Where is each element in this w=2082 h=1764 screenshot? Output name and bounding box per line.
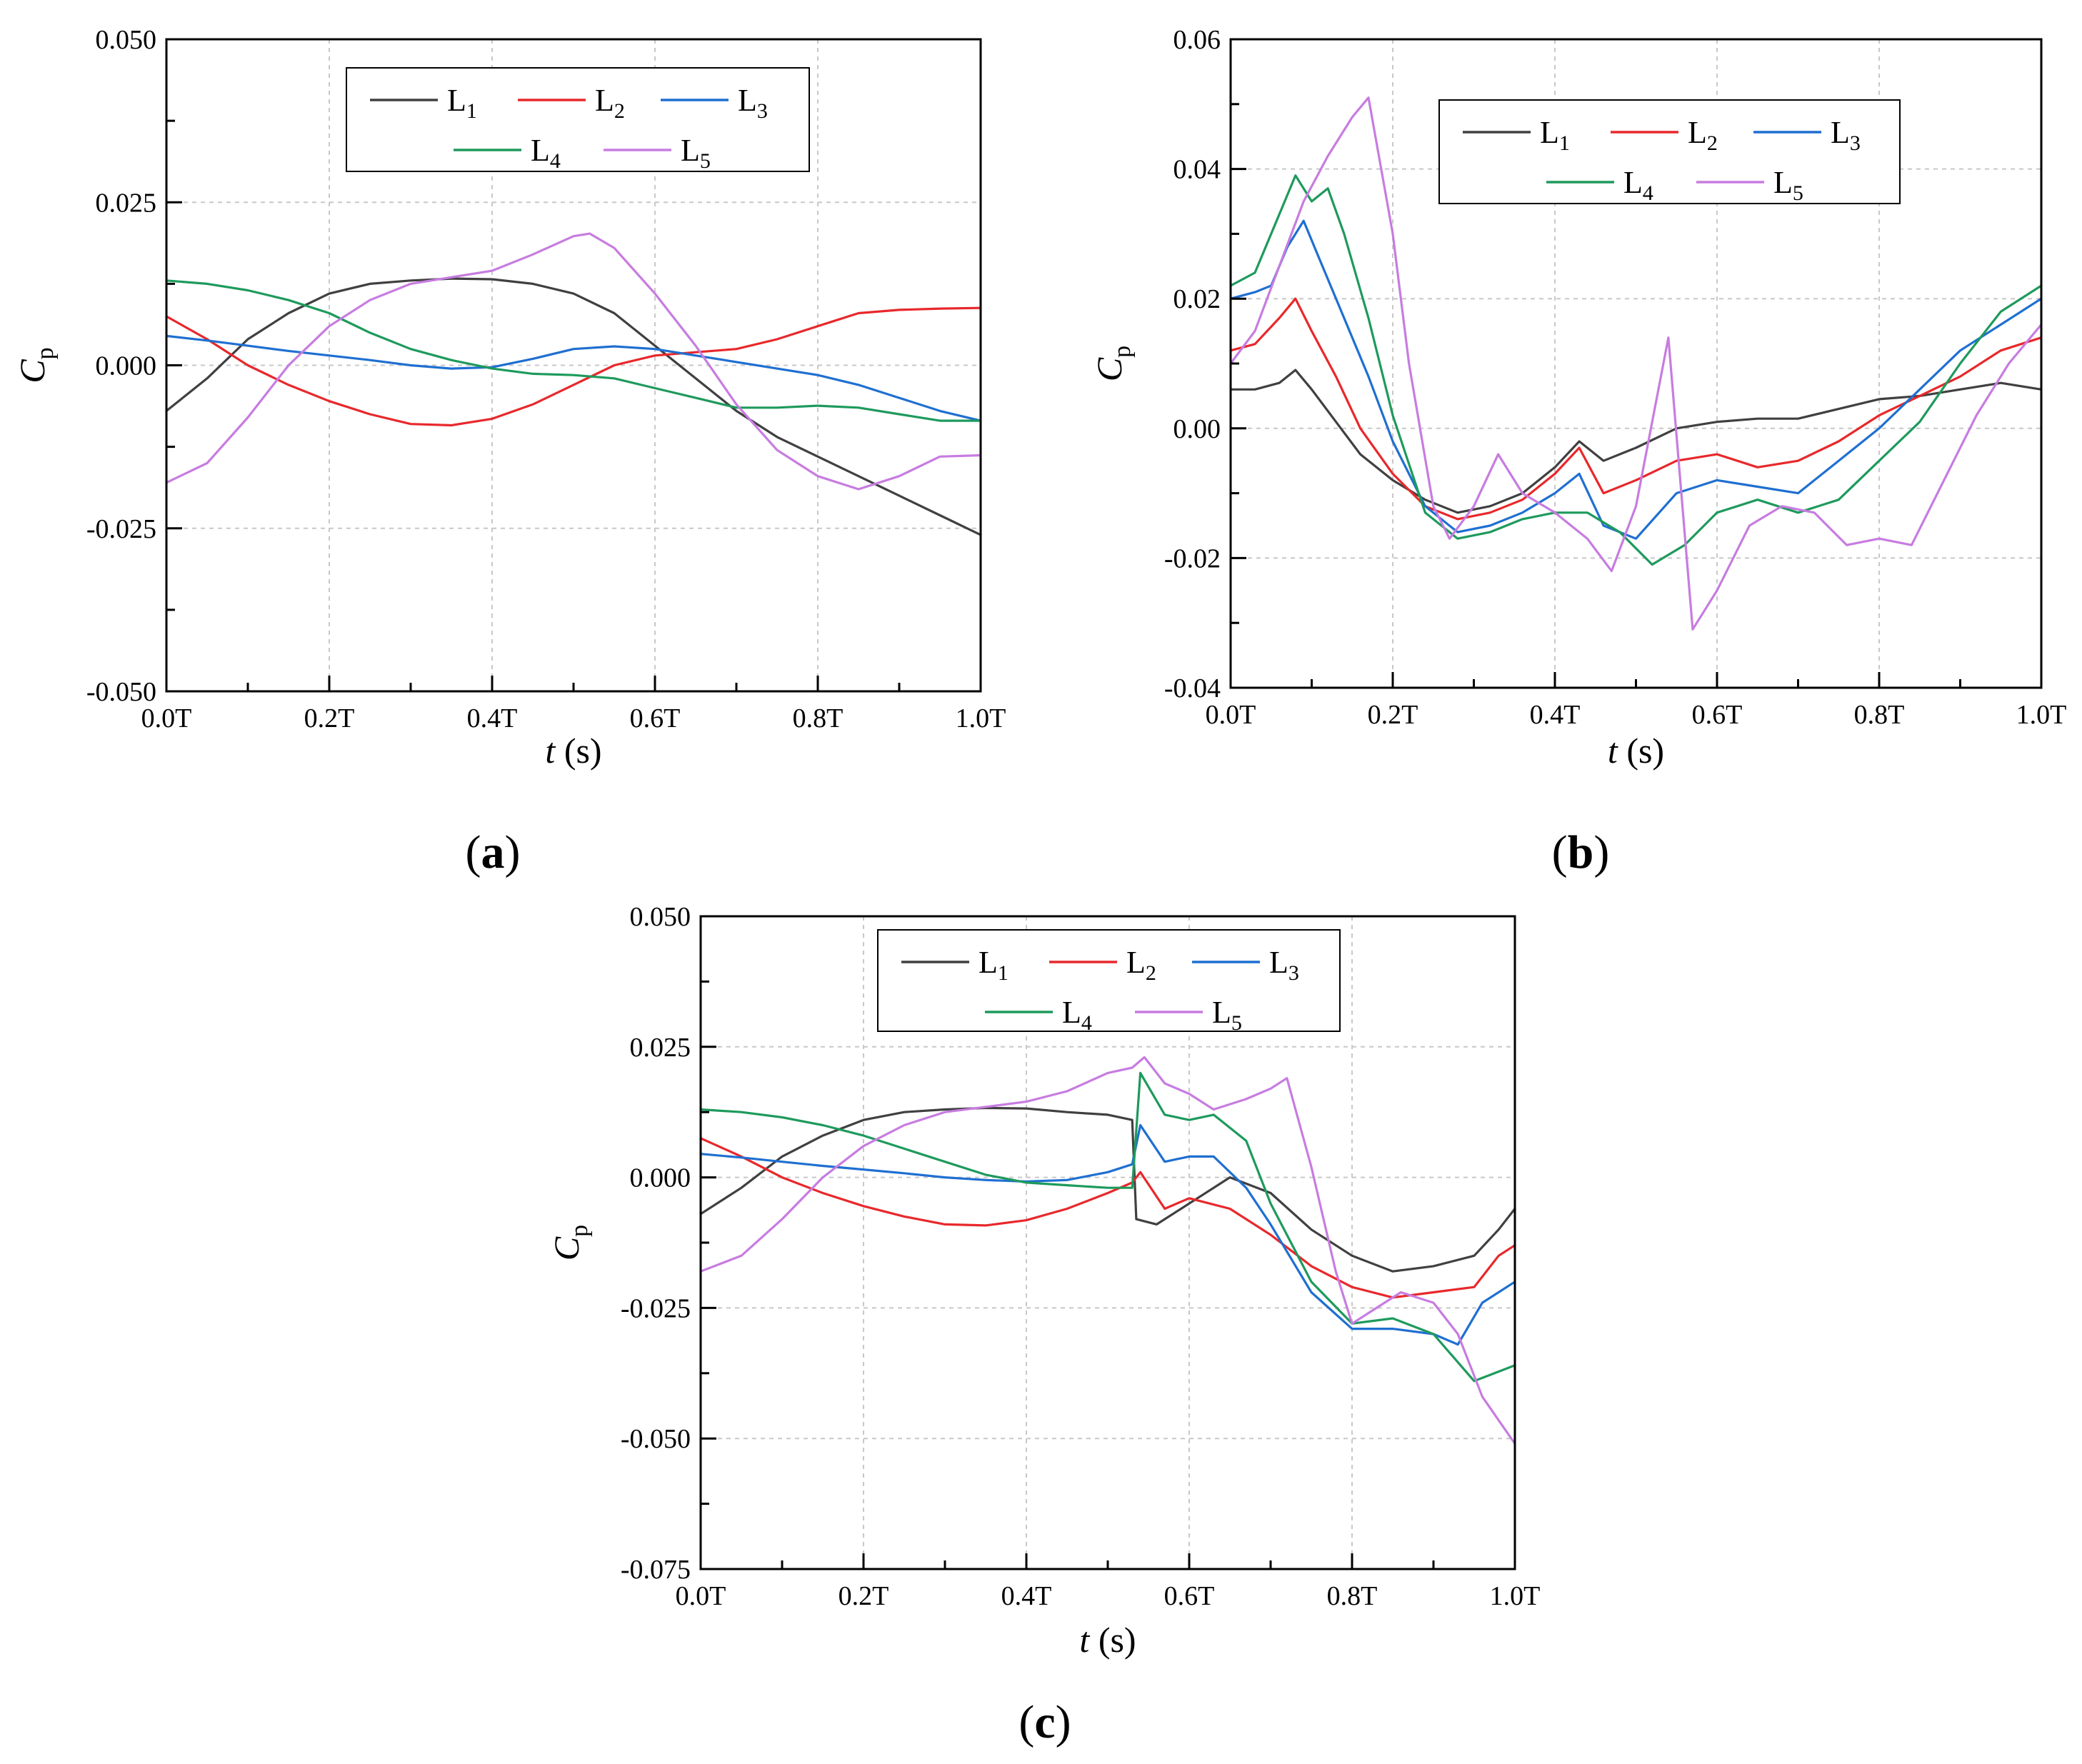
legend-label-l1: L1 bbox=[1540, 115, 1570, 155]
x-tick-label: 1.0T bbox=[956, 703, 1006, 733]
panel-b: 0.0T 0.2T 0.4T 0.6T 0.8T 1.0T -0.04 -0.02 0.00 0.… bbox=[1089, 25, 2066, 878]
legend-box bbox=[877, 929, 1341, 1032]
legend-label-l4: L4 bbox=[531, 133, 561, 173]
x-tick-label: 0.6T bbox=[1164, 1581, 1215, 1611]
y-tick-label: 0.06 bbox=[1173, 25, 1221, 55]
panel-label: (c) bbox=[1019, 1696, 1071, 1748]
series-line-l3 bbox=[1229, 219, 2043, 540]
y-tick-label: -0.025 bbox=[86, 514, 156, 544]
x-tick-label: 0.0T bbox=[1206, 700, 1256, 730]
x-tick-label: 0.8T bbox=[1854, 700, 1905, 730]
y-tick-label: -0.025 bbox=[621, 1293, 691, 1323]
y-tick-label: -0.075 bbox=[621, 1555, 691, 1585]
x-tick-label: 0.0T bbox=[141, 703, 192, 733]
legend-label-l2: L2 bbox=[1688, 115, 1718, 155]
x-axis-title: t (s) bbox=[545, 731, 601, 771]
x-tick-label: 0.2T bbox=[304, 703, 355, 733]
y-axis-title: Cp bbox=[1089, 346, 1136, 381]
y-tick-label: -0.050 bbox=[621, 1424, 691, 1454]
legend-label-l5: L5 bbox=[681, 133, 711, 173]
x-tick-label: 0.2T bbox=[839, 1581, 889, 1611]
x-tick-label: 0.0T bbox=[676, 1581, 726, 1611]
y-tick-label: -0.04 bbox=[1164, 673, 1221, 703]
y-tick-label: 0.000 bbox=[96, 351, 157, 381]
y-tick-label: -0.02 bbox=[1164, 543, 1221, 573]
legend-label-l4: L4 bbox=[1623, 165, 1653, 205]
x-tick-label: 0.4T bbox=[1001, 1581, 1052, 1611]
series-line-l5 bbox=[165, 232, 982, 491]
x-tick-label: 0.8T bbox=[793, 703, 844, 733]
y-tick-label: 0.04 bbox=[1173, 155, 1221, 185]
series-line-l2 bbox=[1229, 297, 2043, 521]
series-line-l5 bbox=[699, 1056, 1516, 1445]
y-tick-label: 0.050 bbox=[96, 25, 157, 55]
series-line-l4 bbox=[699, 1071, 1516, 1383]
legend-label-l1: L1 bbox=[979, 945, 1009, 985]
legend-box bbox=[346, 67, 810, 172]
x-tick-label: 0.4T bbox=[1530, 700, 1581, 730]
legend: L1 L2 L3 L4 L5 bbox=[1438, 99, 1901, 205]
series-line-l3 bbox=[699, 1123, 1516, 1346]
y-tick-label: 0.050 bbox=[630, 902, 691, 932]
legend-label-l5: L5 bbox=[1773, 165, 1803, 205]
y-tick-label: 0.025 bbox=[96, 188, 157, 218]
series-line-l5 bbox=[1229, 96, 2043, 631]
series-line-l4 bbox=[165, 279, 982, 422]
y-axis-title: Cp bbox=[12, 347, 59, 383]
legend-label-l2: L2 bbox=[1126, 945, 1156, 985]
legend-label-l2: L2 bbox=[595, 83, 625, 123]
legend-label-l3: L3 bbox=[738, 83, 768, 123]
x-axis-title: t (s) bbox=[1608, 731, 1664, 771]
series-line-l2 bbox=[165, 306, 982, 427]
panel-a: 0.0T 0.2T 0.4T 0.6T 0.8T 1.0T -0.050 -0.025 0.00… bbox=[12, 25, 1006, 878]
series-line-l1 bbox=[165, 277, 982, 536]
y-tick-label: 0.025 bbox=[630, 1033, 691, 1063]
series-line-l1 bbox=[699, 1106, 1516, 1273]
legend-label-l5: L5 bbox=[1212, 995, 1242, 1035]
panel-c: 0.0T 0.2T 0.4T 0.6T 0.8T 1.0T -0.075 -0.050 -0.0… bbox=[546, 902, 1540, 1748]
y-axis-title: Cp bbox=[546, 1225, 593, 1261]
x-tick-label: 1.0T bbox=[1490, 1581, 1541, 1611]
x-tick-label: 0.2T bbox=[1368, 700, 1418, 730]
legend-label-l1: L1 bbox=[447, 83, 477, 123]
legend-box bbox=[1438, 99, 1901, 204]
y-tick-label: 0.00 bbox=[1173, 414, 1221, 444]
legend-label-l4: L4 bbox=[1062, 995, 1092, 1035]
legend-label-l3: L3 bbox=[1269, 945, 1299, 985]
panel-label: (b) bbox=[1552, 826, 1610, 878]
x-tick-label: 0.4T bbox=[467, 703, 518, 733]
series-line-l2 bbox=[699, 1137, 1516, 1299]
y-tick-label: 0.000 bbox=[630, 1163, 691, 1193]
x-axis-title: t (s) bbox=[1079, 1620, 1136, 1660]
y-tick-label: -0.050 bbox=[86, 677, 156, 707]
x-tick-label: 0.6T bbox=[1692, 700, 1743, 730]
legend: L1 L2 L3 L4 L5 bbox=[877, 929, 1341, 1035]
y-tick-label: 0.02 bbox=[1173, 284, 1221, 314]
x-tick-label: 0.8T bbox=[1327, 1581, 1378, 1611]
series-line-l1 bbox=[1229, 369, 2043, 514]
x-tick-label: 0.6T bbox=[630, 703, 681, 733]
panel-label: (a) bbox=[466, 826, 521, 878]
legend: L1 L2 L3 L4 L5 bbox=[346, 67, 810, 173]
legend-label-l3: L3 bbox=[1831, 115, 1861, 155]
x-tick-label: 1.0T bbox=[2016, 700, 2067, 730]
